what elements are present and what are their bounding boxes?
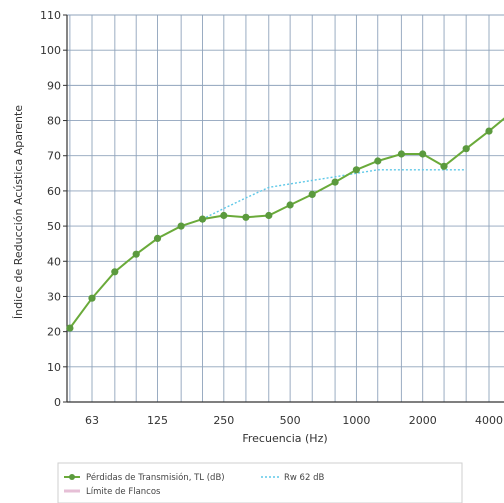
data-point-tl xyxy=(132,250,140,258)
legend-box xyxy=(57,462,463,503)
data-point-tl xyxy=(485,127,493,135)
y-tick-label: 90 xyxy=(47,79,61,92)
x-tick-label: 500 xyxy=(280,414,301,427)
legend-label-flancos: Límite de Flancos xyxy=(86,487,161,497)
x-tick-label: 125 xyxy=(147,414,168,427)
data-point-tl xyxy=(198,215,207,223)
y-axis-title: Índice de Reducción Acústica Aparente xyxy=(12,105,25,319)
data-point-tl xyxy=(331,178,339,186)
x-tick-label: 4000 xyxy=(475,414,503,427)
data-point-tl xyxy=(374,157,382,165)
y-tick-label: 110 xyxy=(40,9,61,22)
x-tick-label: 250 xyxy=(213,414,234,427)
data-point-tl xyxy=(153,234,162,242)
data-point-tl xyxy=(462,145,470,153)
data-point-tl xyxy=(440,162,448,170)
data-point-tl xyxy=(88,294,96,302)
y-tick-labels: 0 10 20 30 40 50 60 70 80 90 100 110 xyxy=(40,9,61,409)
y-tick-label: 0 xyxy=(54,396,61,409)
data-point-tl xyxy=(419,150,427,158)
data-point-tl xyxy=(265,211,273,220)
legend-marker-tl xyxy=(69,474,75,480)
y-tick-label: 60 xyxy=(47,185,61,198)
data-point-tl xyxy=(111,268,119,276)
legend-label-rw: Rw 62 dB xyxy=(284,473,324,483)
axes xyxy=(66,15,504,403)
y-tick-label: 80 xyxy=(47,115,61,128)
data-point-tl xyxy=(286,201,294,209)
x-gridlines xyxy=(69,15,490,402)
series-layer xyxy=(66,117,504,332)
data-point-tl xyxy=(242,213,250,221)
data-point-tl xyxy=(308,190,316,198)
x-tick-labels: 63 125 250 500 1000 2000 4000 xyxy=(85,414,503,427)
plot-background xyxy=(67,15,504,402)
x-tick-label: 2000 xyxy=(409,414,437,427)
x-tick-label: 1000 xyxy=(342,414,370,427)
y-tick-label: 20 xyxy=(47,326,61,339)
data-point-tl xyxy=(66,324,74,332)
data-point-tl xyxy=(220,211,228,220)
legend-label-tl: Pérdidas de Transmisión, TL (dB) xyxy=(86,472,225,483)
series-line-rw xyxy=(202,169,467,220)
y-tick-label: 10 xyxy=(47,361,61,374)
x-axis-title: Frecuencia (Hz) xyxy=(242,432,327,445)
data-point-tl xyxy=(397,150,405,158)
data-point-tl xyxy=(352,166,360,174)
x-tick-label: 63 xyxy=(85,414,99,427)
y-tick-label: 70 xyxy=(47,150,61,163)
data-point-tl xyxy=(177,222,185,230)
y-tick-label: 50 xyxy=(47,220,61,233)
y-tick-label: 100 xyxy=(40,44,61,57)
legend: Pérdidas de Transmisión, TL (dB) Rw 62 d… xyxy=(57,462,463,503)
y-tick-label: 40 xyxy=(47,255,61,268)
y-tick-label: 30 xyxy=(47,290,61,303)
